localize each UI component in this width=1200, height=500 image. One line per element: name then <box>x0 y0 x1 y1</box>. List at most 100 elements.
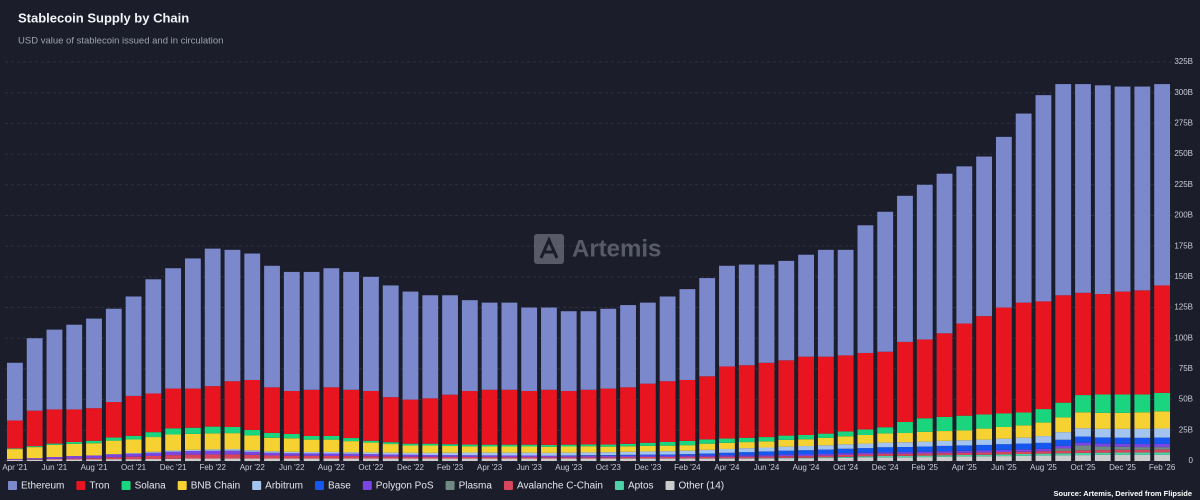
bar-segment <box>600 388 617 445</box>
bar-segment <box>264 432 280 438</box>
bar-segment <box>995 426 1012 439</box>
bar-segment <box>343 438 360 442</box>
bar-segment <box>244 253 261 380</box>
legend-swatch <box>362 481 372 490</box>
bar-segment <box>66 458 83 460</box>
bar-segment <box>1114 443 1131 447</box>
bar-segment <box>936 440 953 446</box>
bar-segment <box>402 458 419 461</box>
bar-segment <box>679 454 696 456</box>
bar-segment <box>26 410 43 447</box>
bar-segment <box>6 362 23 421</box>
x-tick-label: Aug '21 <box>81 463 108 472</box>
bar-segment <box>956 454 973 457</box>
bar-segment <box>501 302 518 390</box>
bar-segment <box>145 432 162 438</box>
bar-segment <box>976 450 993 453</box>
bar-segment <box>1015 451 1032 455</box>
bar-segment <box>600 452 617 456</box>
bar-segment <box>283 271 300 392</box>
bar-segment <box>541 307 557 390</box>
bar-segment <box>283 438 300 452</box>
bar-segment <box>1094 446 1111 451</box>
bar-segment <box>639 445 656 452</box>
bar-segment <box>580 389 597 445</box>
bar-segment <box>363 391 379 441</box>
bar-segment <box>382 454 399 457</box>
bar-segment <box>758 264 775 363</box>
y-tick-label: 300B <box>1174 88 1193 97</box>
bar-segment <box>936 451 953 454</box>
bar-segment <box>837 444 854 449</box>
bar-segment <box>995 413 1012 427</box>
bar-segment <box>897 457 913 461</box>
bar-segment <box>1094 394 1111 413</box>
bar-segment <box>1055 455 1072 461</box>
y-tick-label: 200B <box>1174 211 1193 220</box>
bar-segment <box>1134 412 1151 429</box>
bar-segment <box>363 456 379 459</box>
bar-segment <box>679 455 696 457</box>
bar-segment <box>639 456 656 459</box>
legend-swatch <box>314 481 324 490</box>
bar-segment <box>184 427 201 434</box>
bar-segment <box>778 360 795 436</box>
bar-segment <box>580 444 597 447</box>
bar-segment <box>1094 428 1111 438</box>
bar-segment <box>1035 451 1052 454</box>
bar-segment <box>481 302 498 390</box>
bar-segment <box>165 388 182 429</box>
bar-segment <box>184 458 201 461</box>
bar-segment <box>956 166 973 324</box>
bar-segment <box>6 420 23 449</box>
bar-segment <box>422 454 439 457</box>
bar-segment <box>1035 409 1052 423</box>
bar-segment <box>956 445 973 451</box>
bar-segment <box>659 381 676 442</box>
bar-segment <box>323 439 340 452</box>
bar-segment <box>402 456 419 459</box>
bar-segment <box>303 271 320 390</box>
bar-segment <box>1094 294 1111 395</box>
bar-segment <box>936 173 953 334</box>
bar-segment <box>461 391 478 445</box>
bar-segment <box>1055 445 1072 449</box>
bar-segment <box>857 352 874 430</box>
bar-segment <box>184 258 201 389</box>
bar-segment <box>897 442 913 448</box>
bar-segment <box>620 387 636 444</box>
bar-segment <box>66 409 83 442</box>
bar-segment <box>402 443 419 446</box>
bar-segment <box>699 456 716 459</box>
bar-segment <box>224 458 241 461</box>
bar-segment <box>1055 402 1072 418</box>
bar-segment <box>699 439 716 444</box>
bar-segment <box>699 449 716 454</box>
bar-segment <box>1075 442 1091 446</box>
bar-segment <box>1075 450 1091 453</box>
bar-segment <box>6 459 23 461</box>
bar-segment <box>244 458 261 461</box>
bar-segment <box>995 136 1012 308</box>
bar-segment <box>976 454 993 457</box>
bar-segment <box>956 430 973 441</box>
bar-segment <box>521 452 538 456</box>
legend-label: Base <box>328 481 351 492</box>
bar-segment <box>560 444 577 447</box>
bar-segment <box>422 456 439 459</box>
bar-segment <box>204 458 221 461</box>
bar-segment <box>1075 452 1091 456</box>
legend-swatch <box>665 481 675 490</box>
bar-segment <box>402 452 419 455</box>
bar-segment <box>303 453 320 456</box>
bar-segment <box>817 458 834 461</box>
bar-segment <box>1154 84 1171 286</box>
bar-segment <box>600 308 617 389</box>
bar-segment <box>995 456 1012 461</box>
x-tick-label: Dec '21 <box>160 463 187 472</box>
bar-segment <box>145 279 162 394</box>
bar-segment <box>1154 449 1171 453</box>
bar-segment <box>1035 95 1052 302</box>
bar-segment <box>857 448 874 453</box>
bar-segment <box>837 454 854 457</box>
